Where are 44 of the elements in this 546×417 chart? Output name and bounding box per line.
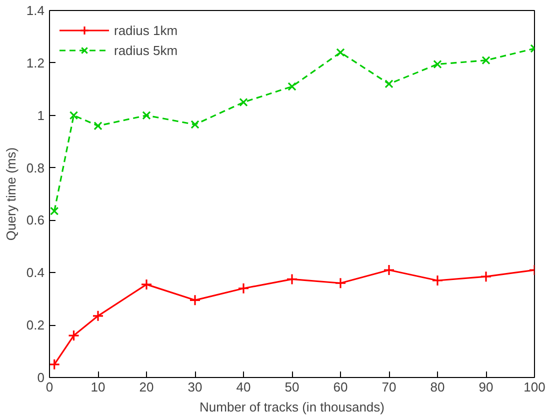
x-tick-label: 30: [188, 380, 202, 394]
point: [140, 278, 152, 290]
x-tick-label: 20: [139, 380, 154, 394]
y-tick-label: 0.8: [26, 160, 45, 176]
point: [239, 98, 248, 107]
x-tick-label: 90: [478, 380, 494, 394]
point: [482, 56, 490, 65]
point: [480, 270, 492, 282]
point: [238, 282, 250, 294]
point: [50, 206, 59, 216]
x-tick-label: 100: [524, 380, 546, 394]
legend-label: radius 1km: [114, 22, 178, 38]
y-tick-label: 0.2: [26, 318, 45, 333]
point: [190, 120, 200, 129]
point: [288, 82, 296, 91]
point: [433, 60, 442, 69]
point: [94, 122, 102, 130]
x-tick-label: 40: [236, 380, 251, 394]
point: [336, 48, 345, 57]
x-tick-label: 80: [430, 380, 445, 394]
point: [334, 277, 346, 289]
x-tick-label: 10: [90, 380, 106, 394]
point: [69, 111, 78, 120]
y-tick-label: 0.6: [26, 212, 45, 228]
point: [92, 310, 104, 322]
y-axis-title: Query time (ms): [3, 147, 18, 241]
x-tick-label: 60: [333, 380, 348, 394]
point: [383, 264, 395, 276]
point: [142, 111, 151, 120]
y-tick-label: 0: [37, 370, 45, 385]
point: [384, 80, 394, 88]
y-tick-label: 1: [37, 108, 45, 123]
y-tick-label: 0.4: [26, 265, 45, 280]
legend-label: radius 5km: [114, 42, 178, 58]
point: [432, 274, 444, 286]
x-tick-label: 50: [284, 380, 300, 394]
y-tick-label: 1.2: [26, 55, 45, 70]
point: [286, 273, 298, 285]
point: [50, 358, 60, 370]
point: [189, 294, 201, 306]
y-tick-label: 1.4: [26, 3, 45, 18]
x-tick-label: 70: [382, 380, 396, 394]
x-axis-title: Number of tracks (in thousands): [200, 400, 384, 414]
point: [68, 330, 80, 342]
